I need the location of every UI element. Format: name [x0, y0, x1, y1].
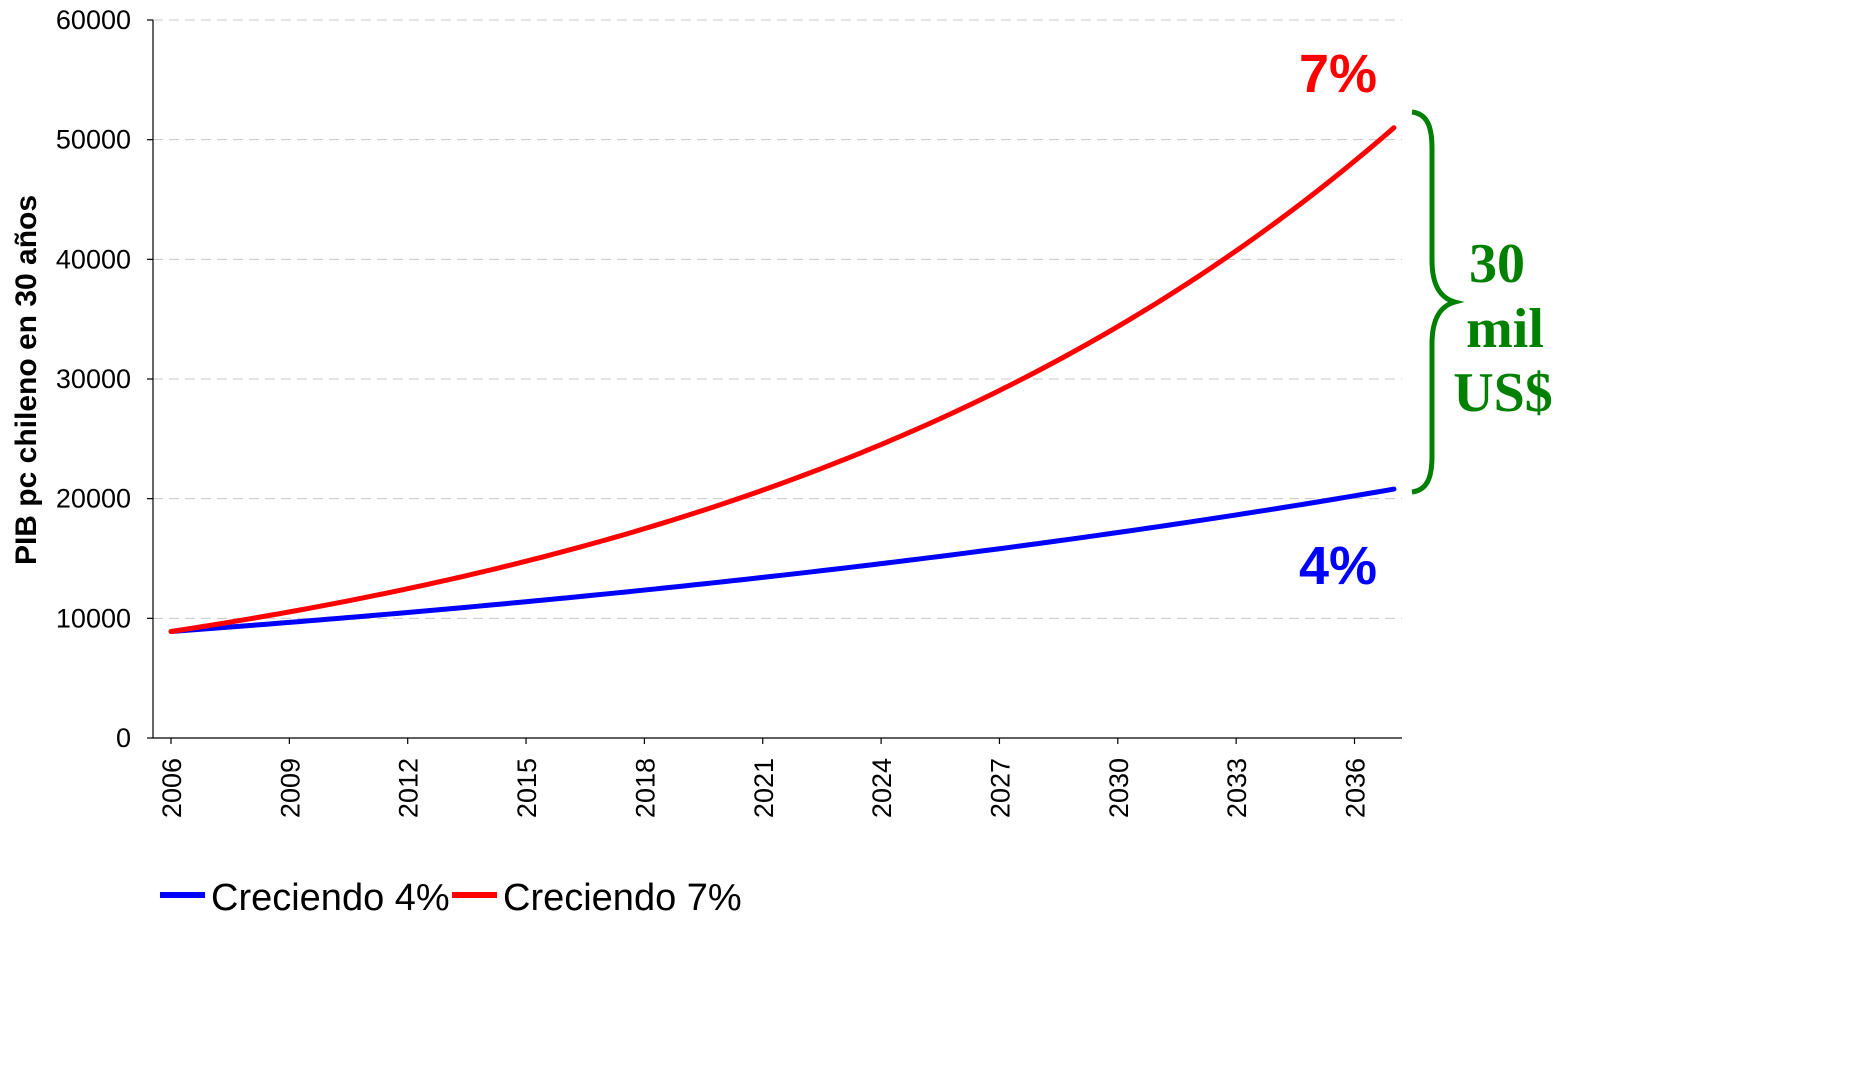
- x-ticks: 2006 2009 2012 2015 2018 2021 2024 2027 2030 2033…: [157, 738, 1371, 818]
- x-tick-label: 2009: [275, 758, 305, 818]
- series-lines: [168, 125, 1397, 634]
- curly-brace: [1411, 109, 1465, 495]
- legend-label-4pct: Creciendo 4%: [211, 877, 450, 919]
- x-tick-label: 2024: [867, 758, 897, 818]
- x-tick-label: 2027: [985, 758, 1015, 818]
- label-7pct: 7%: [1299, 44, 1377, 104]
- series-line-7pct: [168, 125, 1397, 634]
- x-tick-label: 2036: [1341, 758, 1371, 818]
- x-tick-label: 2018: [630, 758, 660, 818]
- y-tick-label: 20000: [56, 484, 131, 514]
- label-4pct: 4%: [1299, 536, 1377, 596]
- x-tick-label: 2012: [394, 758, 424, 818]
- y-ticks: 0 10000 20000 30000 40000 50000 60000: [56, 5, 153, 753]
- series-line-4pct: [168, 486, 1397, 634]
- brace-text-line-3: US$: [1453, 362, 1553, 424]
- y-axis-label: PIB pc chileno en 30 años: [10, 195, 43, 565]
- y-tick-label: 10000: [56, 603, 131, 633]
- grid-lines: [153, 19, 1402, 619]
- y-tick-label: 0: [116, 723, 131, 753]
- x-tick-label: 2015: [512, 758, 542, 818]
- legend-label-7pct: Creciendo 7%: [503, 877, 742, 919]
- x-tick-label: 2021: [749, 758, 779, 818]
- y-tick-label: 30000: [56, 364, 131, 394]
- brace-text-line-2: mil: [1466, 298, 1544, 360]
- x-tick-label: 2033: [1222, 758, 1252, 818]
- legend: Creciendo 4% Creciendo 7%: [160, 877, 742, 919]
- x-tick-label: 2030: [1104, 758, 1134, 818]
- x-tick-label: 2006: [157, 758, 187, 818]
- y-tick-label: 40000: [56, 244, 131, 274]
- y-tick-label: 50000: [56, 125, 131, 155]
- y-tick-label: 60000: [56, 5, 131, 35]
- brace-text-line-1: 30: [1469, 233, 1525, 295]
